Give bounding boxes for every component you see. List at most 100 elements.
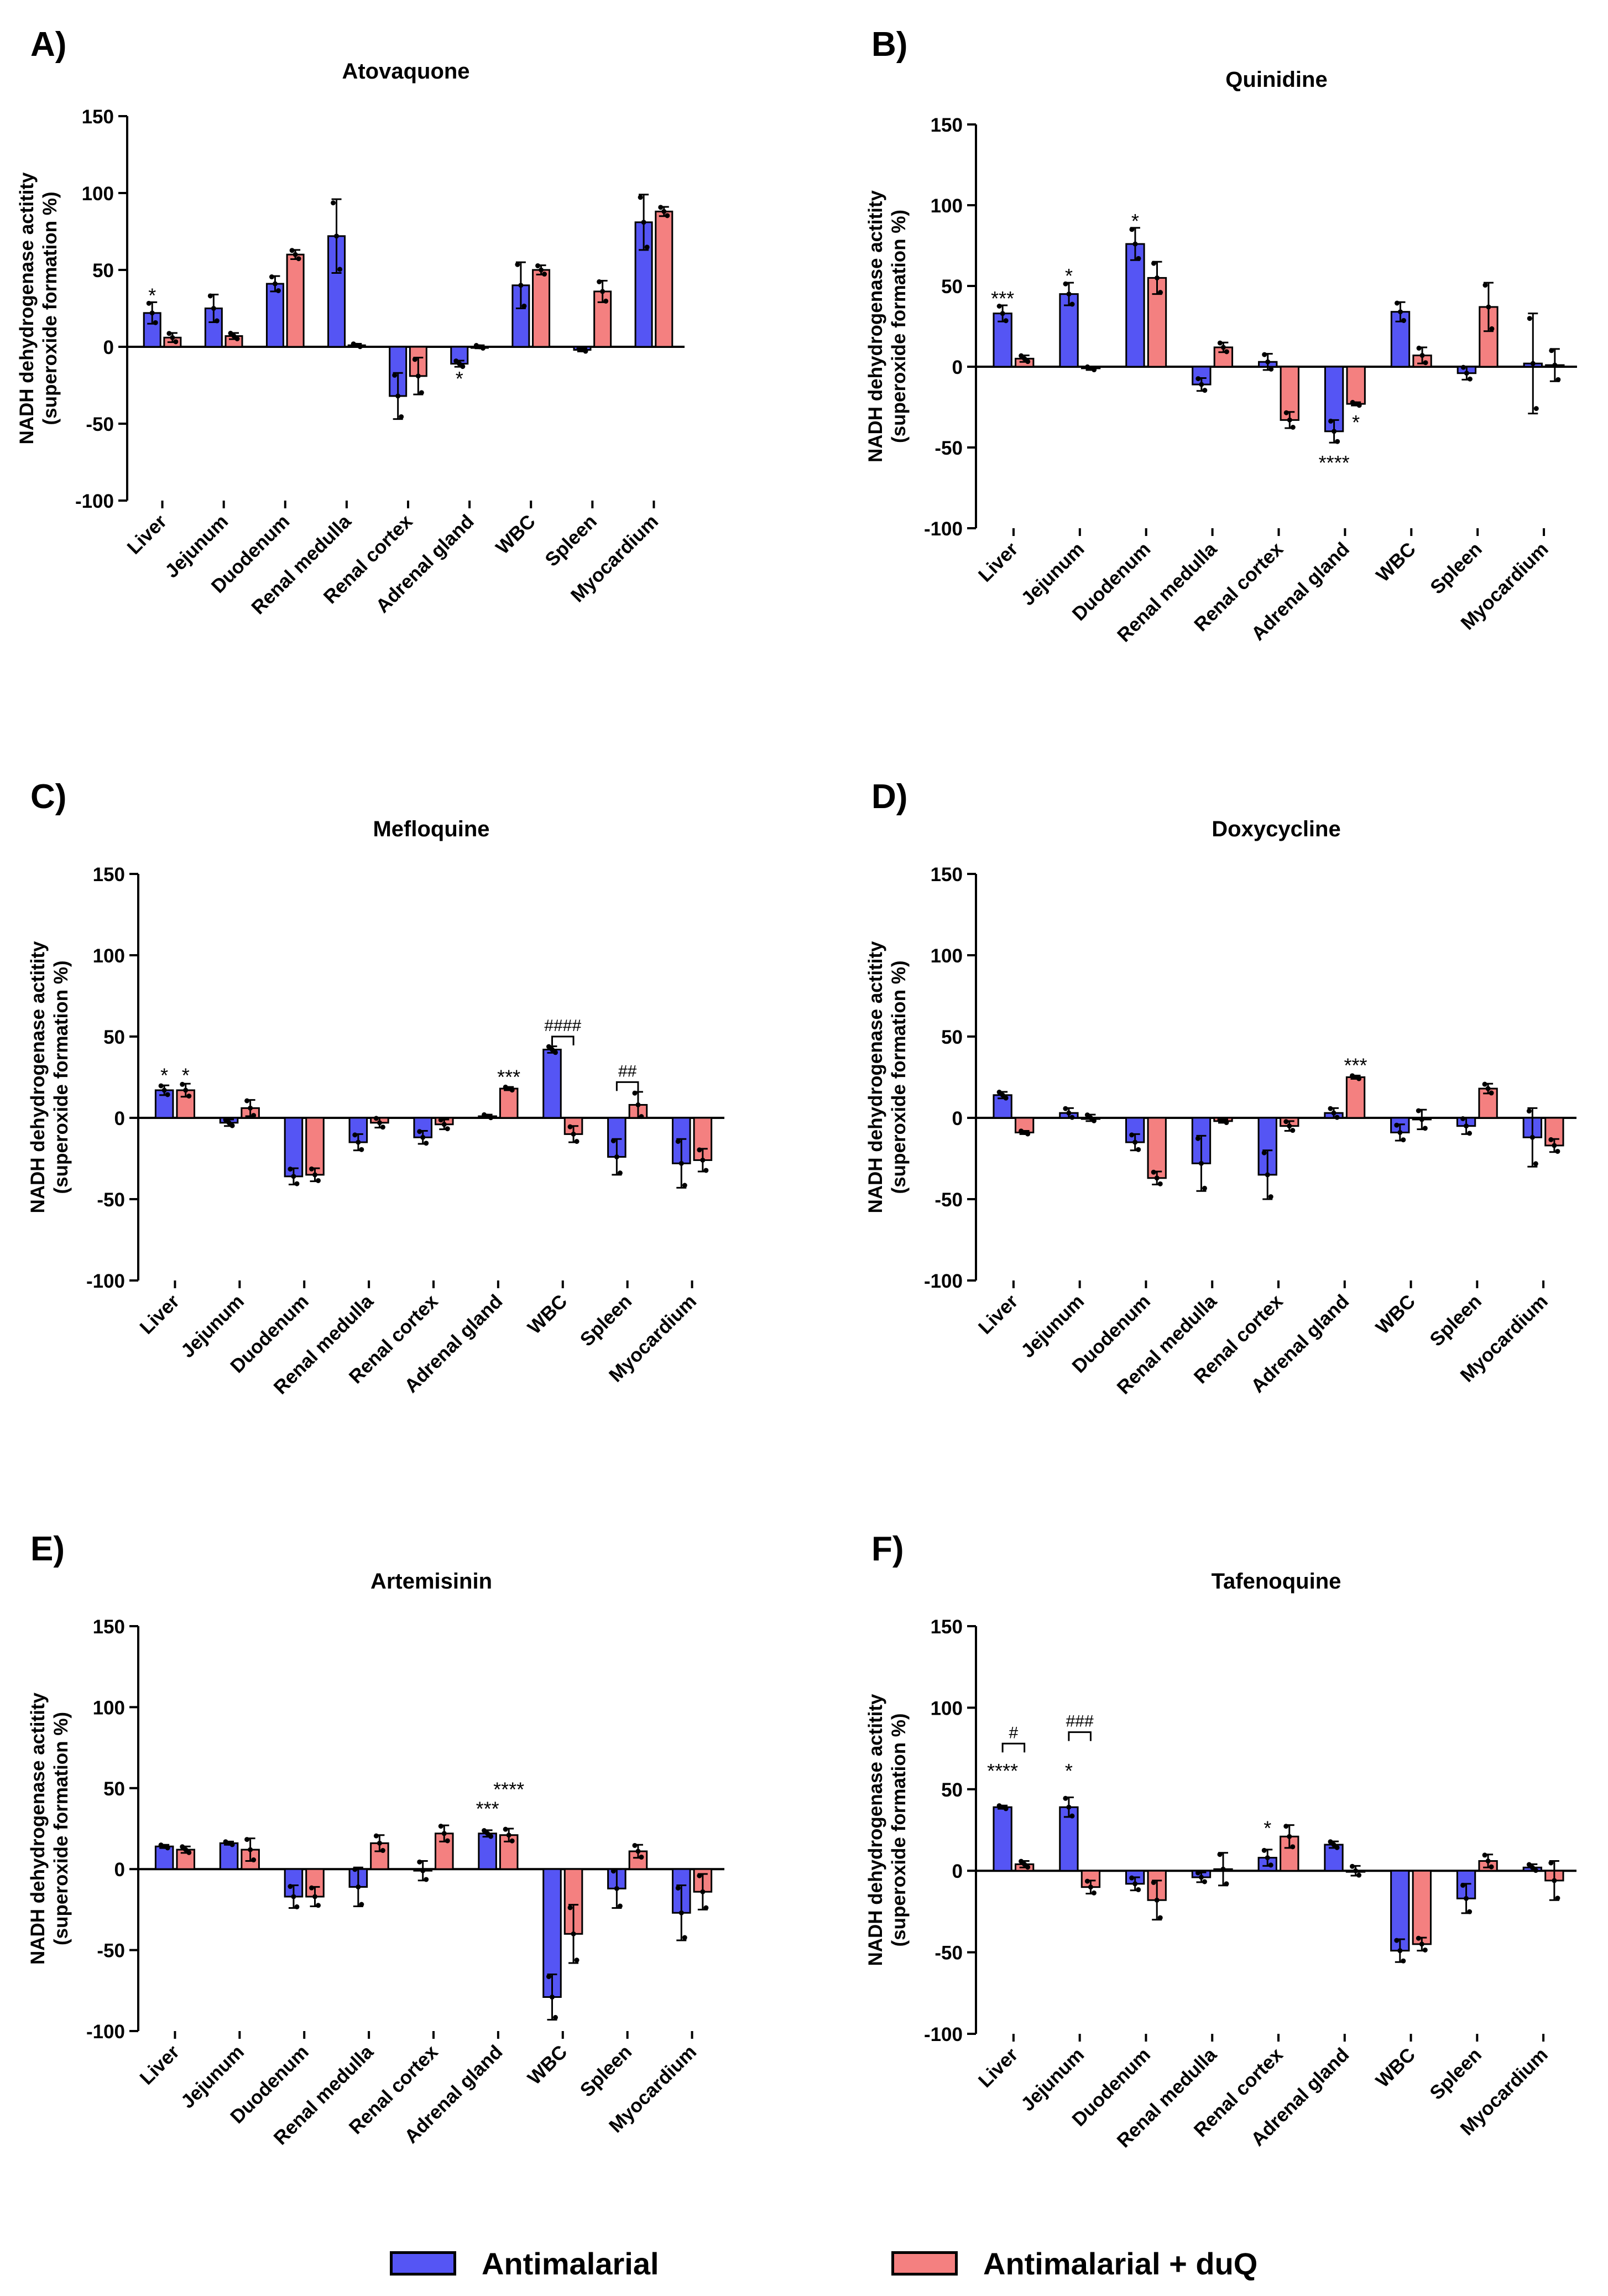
data-point — [1526, 1862, 1532, 1867]
data-point — [1485, 1858, 1491, 1864]
data-point — [1350, 1863, 1355, 1869]
data-point — [1552, 362, 1558, 368]
data-point — [1069, 301, 1075, 307]
data-point — [1157, 1915, 1163, 1920]
x-tick-label-liver: Liver — [974, 538, 1022, 586]
data-point — [294, 1904, 300, 1909]
bar-antimalarial-renal-medulla — [348, 1117, 368, 1143]
chart-svg-d: Doxycycline NADH dehydrogenase actitity (s… — [865, 817, 1576, 1398]
data-point — [1464, 1123, 1469, 1129]
legend-swatch-antimalarial-duq — [891, 2251, 958, 2276]
data-point — [186, 1094, 192, 1099]
chart-title: Artemisinin — [370, 1569, 492, 1594]
x-tick-label-wbc: WBC — [524, 1290, 572, 1339]
data-point — [1262, 352, 1267, 357]
data-point — [424, 1877, 429, 1882]
data-point — [248, 1847, 253, 1852]
chart-panel-d: D) Doxycycline NADH dehydrogenase actitit… — [804, 747, 1606, 1493]
significance-marker: * — [148, 284, 156, 306]
y-tick-label: -50 — [97, 1189, 125, 1211]
x-tick-label-wbc: WBC — [1372, 1290, 1420, 1339]
data-point — [1394, 1938, 1400, 1943]
data-point — [567, 1124, 573, 1129]
y-tick-label: 150 — [93, 864, 125, 886]
data-point — [1529, 1134, 1535, 1140]
bracket-label: #### — [544, 1017, 581, 1035]
data-point — [1401, 1137, 1406, 1143]
data-point — [1084, 1878, 1090, 1884]
data-point — [1548, 1860, 1554, 1866]
data-point — [1063, 1795, 1068, 1801]
data-point — [231, 334, 237, 339]
data-point — [1394, 1122, 1400, 1128]
data-point — [1482, 1852, 1487, 1858]
comparison-bracket — [615, 1081, 639, 1091]
data-point — [1328, 1106, 1333, 1111]
data-point — [567, 1905, 573, 1910]
data-point — [1063, 281, 1068, 287]
data-point — [503, 1826, 508, 1832]
data-point — [583, 348, 588, 354]
data-point — [1334, 1115, 1340, 1120]
data-point — [480, 346, 485, 351]
data-point — [211, 306, 216, 311]
bar-antimalarial-duq-duodenum — [1147, 1117, 1167, 1179]
data-point — [682, 1183, 687, 1188]
legend-item-antimalarial-duq: Antimalarial + duQ — [891, 2246, 1257, 2281]
x-tick-label-liver: Liver — [123, 511, 171, 559]
data-point — [1328, 1839, 1333, 1845]
data-point — [207, 293, 213, 299]
y-axis-label-line-2: (superoxide formation %) — [888, 961, 910, 1194]
data-point — [248, 1105, 253, 1111]
y-tick-label: 0 — [952, 1861, 963, 1882]
y-tick-label: -50 — [934, 1943, 963, 1964]
data-point — [291, 1174, 296, 1179]
data-point — [356, 1139, 361, 1145]
data-point — [675, 1139, 681, 1144]
comparison-bracket — [1068, 1731, 1092, 1741]
data-point — [1356, 403, 1362, 408]
data-point — [574, 1957, 579, 1963]
data-point — [1555, 1149, 1560, 1154]
data-point — [309, 1885, 315, 1891]
significance-marker: **** — [493, 1778, 524, 1800]
chart-title: Tafenoquine — [1212, 1569, 1341, 1594]
data-point — [289, 248, 295, 253]
data-point — [1356, 1872, 1362, 1878]
data-point — [269, 274, 274, 280]
data-point — [574, 1139, 579, 1144]
data-point — [1154, 1897, 1160, 1903]
data-point — [1195, 376, 1201, 382]
data-point — [1151, 1880, 1156, 1885]
data-point — [166, 331, 172, 336]
panel-letter-b: B) — [871, 25, 908, 64]
data-point — [1549, 348, 1554, 353]
data-point — [226, 1120, 232, 1126]
data-point — [1290, 1844, 1296, 1850]
chart-panel-f: F) Tafenoquine NADH dehydrogenase actitit… — [804, 1493, 1606, 2240]
y-axis-label-line-2: (superoxide formation %) — [50, 1712, 72, 1945]
data-point — [272, 281, 278, 287]
data-point — [186, 1850, 192, 1855]
y-axis-label-line-2: (superoxide formation %) — [888, 210, 910, 443]
data-point — [1331, 1110, 1336, 1116]
data-point — [1397, 309, 1403, 315]
data-point — [1552, 1143, 1557, 1148]
data-point — [146, 300, 152, 306]
x-tick-label-wbc: WBC — [1372, 2044, 1420, 2092]
data-point — [331, 200, 336, 206]
data-point — [296, 256, 301, 262]
data-point — [158, 1083, 164, 1089]
data-point — [1132, 1139, 1138, 1145]
legend-swatch-antimalarial — [390, 2251, 456, 2276]
data-point — [610, 1138, 616, 1143]
data-point — [638, 195, 643, 200]
data-point — [1151, 1169, 1156, 1175]
data-point — [521, 303, 527, 309]
bar-antimalarial-liver — [154, 1845, 174, 1870]
data-point — [356, 1884, 361, 1889]
data-point — [482, 1828, 487, 1834]
data-point — [445, 1126, 450, 1132]
data-point — [1000, 311, 1005, 316]
bracket-label: ### — [1066, 1712, 1094, 1731]
